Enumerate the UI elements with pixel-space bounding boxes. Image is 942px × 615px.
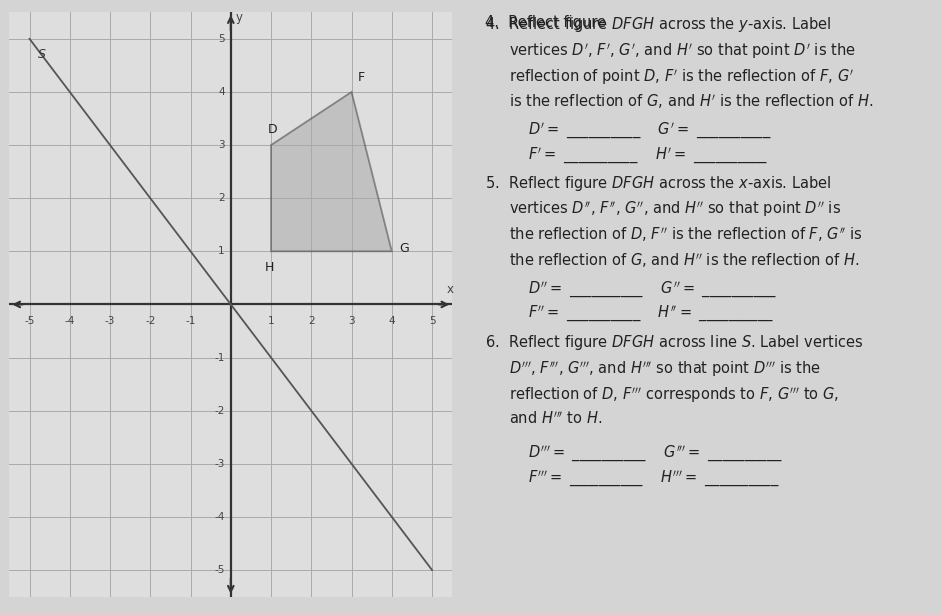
Text: $\mathit{D'''} = $ __________    $\mathit{G'''} = $ __________: $\mathit{D'''} = $ __________ $\mathit{G…	[528, 444, 783, 464]
Text: 4: 4	[388, 316, 395, 326]
Text: reflection of point $\mathit{D}$, $\mathit{F'}$ is the reflection of $\mathit{F}: reflection of point $\mathit{D}$, $\math…	[509, 67, 853, 87]
Text: is the reflection of $\mathit{G}$, and $\mathit{H'}$ is the reflection of $\math: is the reflection of $\mathit{G}$, and $…	[509, 93, 873, 111]
Text: $\mathit{D''} = $ __________    $\mathit{G''} = $ __________: $\mathit{D''} = $ __________ $\mathit{G'…	[528, 280, 777, 300]
Text: -3: -3	[215, 459, 225, 469]
Text: H: H	[265, 261, 274, 274]
Text: 5: 5	[219, 34, 225, 44]
Text: -1: -1	[186, 316, 196, 326]
Text: reflection of $\mathit{D}$, $\mathit{F'''}$ corresponds to $\mathit{F}$, $\mathi: reflection of $\mathit{D}$, $\mathit{F''…	[509, 385, 838, 405]
Text: vertices $\mathit{D''}$, $\mathit{F''}$, $\mathit{G''}$, and $\mathit{H''}$ so t: vertices $\mathit{D''}$, $\mathit{F''}$,…	[509, 200, 841, 220]
Text: G: G	[399, 242, 409, 255]
Text: $\mathit{F''} = $ __________    $\mathit{H''} = $ __________: $\mathit{F''} = $ __________ $\mathit{H'…	[528, 304, 773, 325]
Text: -3: -3	[105, 316, 115, 326]
Text: 6.  Reflect figure $\mathit{DFGH}$ across line $\mathit{S}$. Label vertices: 6. Reflect figure $\mathit{DFGH}$ across…	[485, 333, 864, 352]
Text: the reflection of $\mathit{D}$, $\mathit{F''}$ is the reflection of $\mathit{F}$: the reflection of $\mathit{D}$, $\mathit…	[509, 226, 863, 244]
Text: $\mathit{F'''} = $ __________    $\mathit{H'''} = $ __________: $\mathit{F'''} = $ __________ $\mathit{H…	[528, 469, 779, 489]
Text: F: F	[358, 71, 365, 84]
Text: vertices $\mathit{D'}$, $\mathit{F'}$, $\mathit{G'}$, and $\mathit{H'}$ so that : vertices $\mathit{D'}$, $\mathit{F'}$, $…	[509, 41, 855, 61]
Text: the reflection of $\mathit{G}$, and $\mathit{H''}$ is the reflection of $\mathit: the reflection of $\mathit{G}$, and $\ma…	[509, 252, 859, 270]
Text: x: x	[447, 283, 454, 296]
Text: and $\mathit{H'''}$ to $\mathit{H}$.: and $\mathit{H'''}$ to $\mathit{H}$.	[509, 411, 602, 427]
Text: $\mathit{D'} = $ __________    $\mathit{G'} = $ __________: $\mathit{D'} = $ __________ $\mathit{G'}…	[528, 121, 771, 141]
Text: 5: 5	[429, 316, 435, 326]
Text: 4: 4	[219, 87, 225, 97]
Text: -1: -1	[215, 352, 225, 362]
Text: $\mathit{D'''}$, $\mathit{F'''}$, $\mathit{G'''}$, and $\mathit{H'''}$ so that p: $\mathit{D'''}$, $\mathit{F'''}$, $\math…	[509, 359, 820, 379]
Text: 3: 3	[349, 316, 355, 326]
Text: 2: 2	[308, 316, 315, 326]
Text: 4.  Reflect figure $\mathit{DFGH}$ across the $y$-axis. Label: 4. Reflect figure $\mathit{DFGH}$ across…	[485, 15, 832, 34]
Text: -4: -4	[65, 316, 75, 326]
Text: 2: 2	[219, 193, 225, 203]
Text: 5.  Reflect figure $\mathit{DFGH}$ across the $x$-axis. Label: 5. Reflect figure $\mathit{DFGH}$ across…	[485, 174, 832, 193]
Text: $\mathit{F'} = $ __________    $\mathit{H'} = $ __________: $\mathit{F'} = $ __________ $\mathit{H'}…	[528, 146, 768, 166]
Text: 1: 1	[219, 247, 225, 256]
Text: -4: -4	[215, 512, 225, 522]
Text: -5: -5	[215, 565, 225, 575]
Text: -5: -5	[24, 316, 35, 326]
Text: D: D	[268, 122, 278, 135]
Text: S: S	[38, 49, 45, 62]
Text: -2: -2	[215, 406, 225, 416]
Polygon shape	[271, 92, 392, 252]
Text: -2: -2	[145, 316, 155, 326]
Text: y: y	[236, 11, 242, 24]
Text: 3: 3	[219, 140, 225, 150]
Text: 4.  Reflect figure: 4. Reflect figure	[485, 15, 610, 30]
Text: 1: 1	[268, 316, 274, 326]
